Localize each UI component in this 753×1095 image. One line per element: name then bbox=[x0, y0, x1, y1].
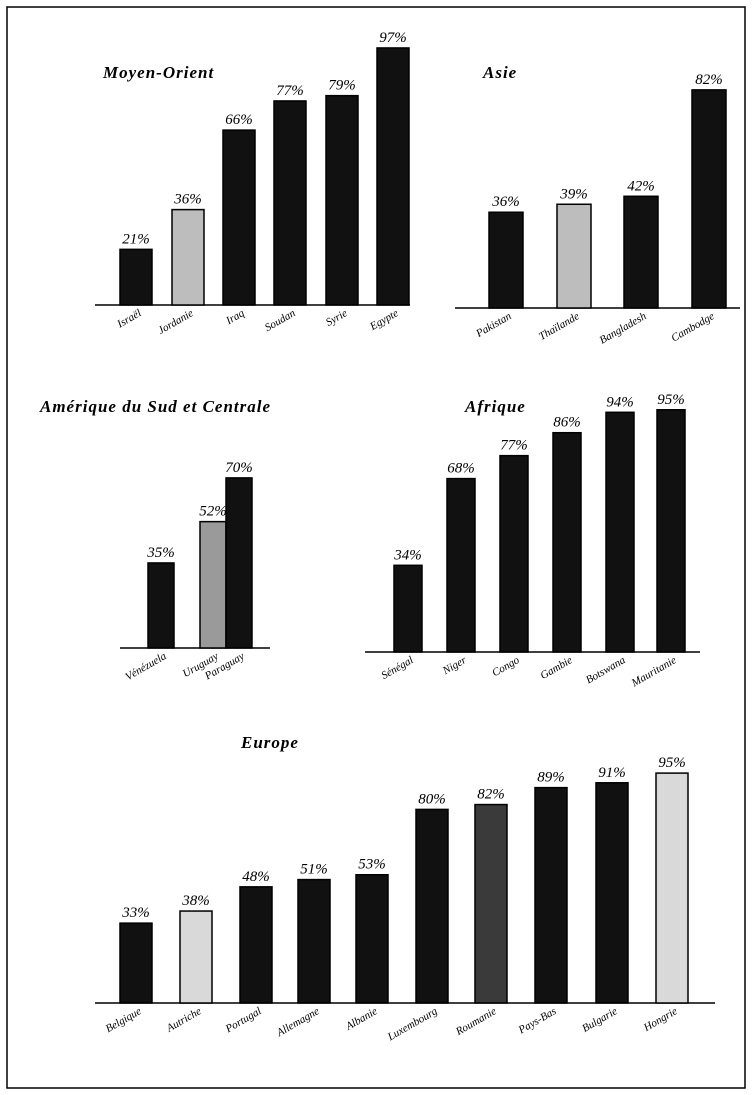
value-label: 39% bbox=[559, 186, 588, 202]
chart-title: Europe bbox=[240, 733, 299, 752]
value-label: 68% bbox=[447, 461, 475, 477]
value-label: 53% bbox=[358, 857, 386, 873]
value-label: 80% bbox=[418, 791, 446, 807]
value-label: 21% bbox=[122, 231, 150, 247]
bar bbox=[376, 47, 410, 306]
category-label: Allemagne bbox=[274, 1005, 322, 1039]
category-label: Mauritanie bbox=[629, 654, 679, 690]
category-label: Congo bbox=[490, 654, 522, 679]
bar bbox=[655, 772, 689, 1004]
category-label: Portugal bbox=[223, 1005, 264, 1035]
value-label: 77% bbox=[500, 438, 528, 454]
bar bbox=[297, 878, 331, 1004]
category-label: Israël bbox=[114, 307, 143, 331]
chart-title: Amérique du Sud et Centrale bbox=[39, 397, 271, 416]
bar bbox=[119, 248, 153, 306]
value-label: 48% bbox=[242, 869, 270, 885]
bar bbox=[147, 562, 175, 649]
category-label: Autriche bbox=[164, 1005, 204, 1035]
bar bbox=[273, 100, 307, 306]
bar bbox=[119, 922, 153, 1004]
bar bbox=[171, 208, 205, 306]
bar bbox=[488, 211, 524, 309]
bar bbox=[179, 910, 213, 1004]
category-label: Roumanie bbox=[453, 1005, 499, 1038]
value-label: 82% bbox=[477, 787, 505, 803]
category-label: Niger bbox=[440, 654, 469, 678]
bar bbox=[393, 564, 423, 653]
value-label: 86% bbox=[553, 415, 581, 431]
category-label: Bulgarie bbox=[580, 1005, 619, 1035]
bar bbox=[605, 411, 635, 653]
category-label: Botswana bbox=[584, 654, 628, 686]
value-label: 82% bbox=[695, 72, 723, 88]
category-label: Bangladesh bbox=[598, 310, 649, 347]
value-label: 36% bbox=[491, 194, 520, 210]
value-label: 36% bbox=[173, 192, 202, 208]
value-label: 94% bbox=[606, 394, 634, 410]
bar bbox=[415, 808, 449, 1004]
bar bbox=[552, 431, 582, 653]
chart-title: Asie bbox=[482, 63, 517, 82]
category-label: Albanie bbox=[343, 1005, 380, 1033]
value-label: 66% bbox=[225, 112, 253, 128]
category-label: Jordanie bbox=[156, 307, 196, 337]
bar bbox=[474, 803, 508, 1004]
value-label: 79% bbox=[328, 78, 356, 94]
value-label: 42% bbox=[627, 178, 655, 194]
bar bbox=[446, 477, 476, 653]
category-label: Soudan bbox=[263, 307, 298, 334]
category-label: Sénégal bbox=[379, 654, 415, 682]
value-label: 89% bbox=[537, 770, 565, 786]
bar bbox=[595, 782, 629, 1004]
category-label: Pakistan bbox=[473, 310, 514, 340]
category-label: Hongrie bbox=[641, 1005, 680, 1034]
bar bbox=[656, 409, 686, 653]
value-label: 70% bbox=[225, 460, 253, 476]
value-label: 77% bbox=[276, 83, 304, 99]
category-label: Gambie bbox=[538, 654, 574, 682]
category-label: Luxembourg bbox=[385, 1005, 440, 1044]
bar bbox=[556, 203, 592, 309]
value-label: 35% bbox=[146, 545, 175, 561]
category-label: Belgique bbox=[104, 1005, 144, 1035]
chart-title: Afrique bbox=[464, 397, 526, 416]
category-label: Egypte bbox=[367, 307, 400, 333]
value-label: 52% bbox=[199, 504, 227, 520]
category-label: Vénézuela bbox=[123, 650, 169, 683]
category-label: Cambodge bbox=[669, 310, 716, 344]
value-label: 95% bbox=[658, 755, 686, 771]
value-label: 38% bbox=[181, 893, 210, 909]
frame bbox=[6, 6, 746, 1089]
bar bbox=[623, 195, 659, 309]
bar bbox=[222, 129, 256, 306]
value-label: 51% bbox=[300, 862, 328, 878]
category-label: Syrie bbox=[324, 307, 350, 329]
value-label: 91% bbox=[598, 765, 626, 781]
chart-title: Moyen-Orient bbox=[102, 63, 214, 82]
bar bbox=[325, 94, 359, 306]
bar bbox=[225, 477, 253, 649]
bar bbox=[499, 454, 529, 653]
category-label: Pays-Bas bbox=[516, 1005, 559, 1037]
value-label: 34% bbox=[393, 547, 422, 563]
bar bbox=[534, 786, 568, 1004]
category-label: Iraq bbox=[223, 307, 247, 328]
bar bbox=[355, 873, 389, 1004]
value-label: 97% bbox=[379, 30, 407, 46]
value-label: 33% bbox=[121, 905, 150, 921]
category-label: Thaïlande bbox=[537, 310, 582, 343]
value-label: 95% bbox=[657, 392, 685, 408]
bar bbox=[239, 886, 273, 1004]
bar bbox=[691, 89, 727, 309]
bar bbox=[199, 520, 227, 649]
